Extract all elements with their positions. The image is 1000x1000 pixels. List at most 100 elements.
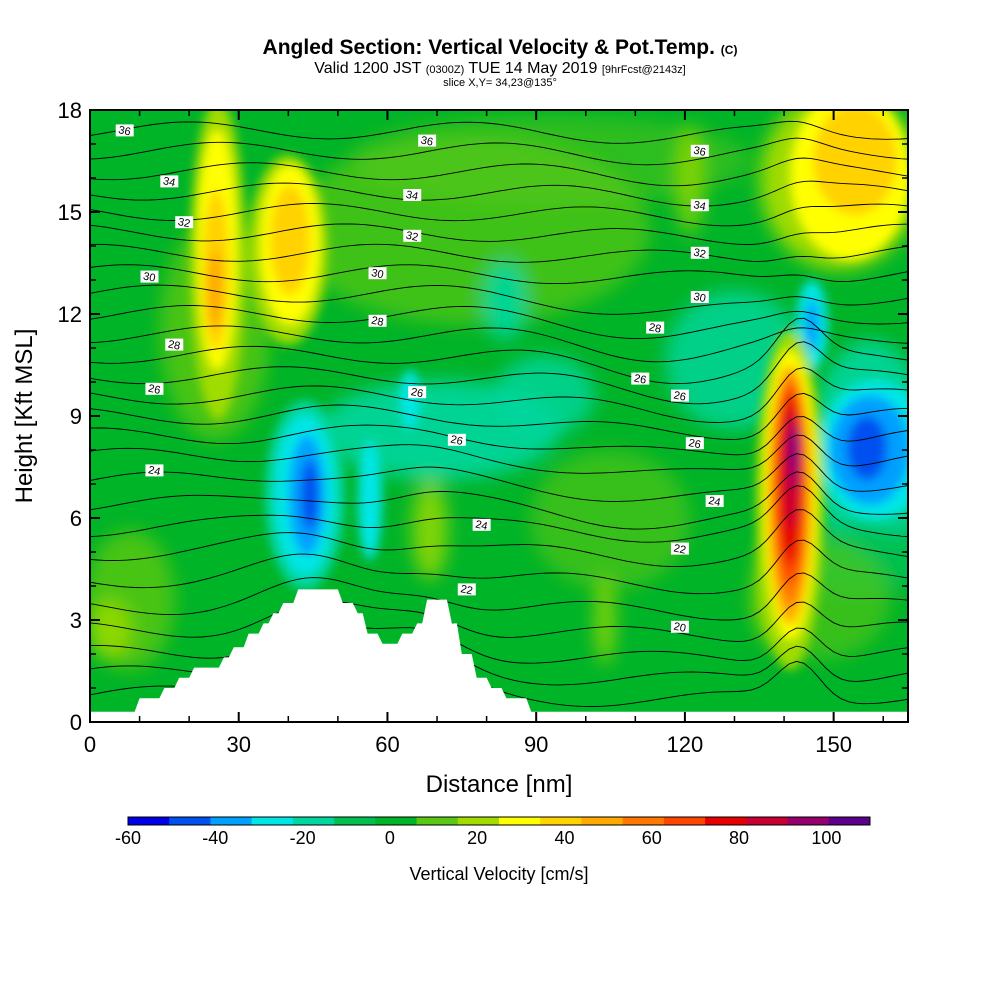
isentrope-label: 30 [370,267,384,281]
colorbar-swatch [416,817,459,825]
colorbar-swatch [828,817,871,825]
isentrope-label-box [115,124,134,137]
isentrope-label: 34 [692,199,706,213]
isentrope-label-box [690,246,709,259]
colorbar-tick-label: 80 [729,828,749,848]
colorbar-tick-label: 40 [554,828,574,848]
isentrope-label: 22 [673,542,687,556]
colorbar-swatch [663,817,706,825]
y-tick-label: 18 [58,98,82,123]
isentrope [90,392,908,440]
colorbar-tick-label: 100 [811,828,841,848]
isentrope-label-box [670,389,689,402]
isentrope-label: 26 [449,434,463,448]
isentrope [90,572,908,621]
isentrope [90,264,908,285]
isentrope-label: 28 [648,321,662,335]
isentrope-label-box [160,175,179,188]
isentrope [90,485,908,543]
isentrope [90,317,908,385]
isentrope-label-box [457,583,476,596]
isentrope-label: 26 [687,437,701,451]
isentrope-label-box [368,267,387,280]
colorbar-tick-label: -40 [202,828,228,848]
isentrope-label: 34 [405,189,419,203]
colorbar-swatch [499,817,541,825]
isentrope [90,453,908,502]
isentrope-label-box [175,216,194,229]
colorbar-swatch [705,817,747,825]
colorbar-swatch [375,817,418,825]
y-tick-label: 9 [70,404,82,429]
isentrope-label-box [631,372,650,385]
isentrope [90,509,908,568]
isentrope-label-box [418,134,437,147]
x-tick-label: 60 [375,732,399,757]
y-tick-label: 15 [58,200,82,225]
isentrope [90,416,908,456]
isentrope-label: 24 [147,464,161,478]
isentrope [90,305,908,340]
field-features [190,110,908,670]
isentrope-label: 26 [673,389,687,403]
isentrope [90,539,908,595]
isentrope [90,471,908,530]
x-tick-label: 150 [815,732,852,757]
isentrope-label: 36 [692,145,706,159]
isentrope-label-box [690,199,709,212]
colorbar-swatch [251,817,294,825]
isentrope-label-box [145,464,164,477]
isentrope [90,157,908,187]
isentrope-label-box [403,189,422,201]
isentrope-label: 26 [147,383,161,397]
colorbar-swatch [746,817,789,825]
isentrope-label: 20 [673,621,687,635]
isentrope-lines [90,120,908,707]
x-axis-label: Distance [nm] [426,771,573,798]
isentrope-label: 32 [692,247,706,261]
isentrope-label-box [705,495,724,507]
colorbar: -60 -40 -20 0 20 40 60 80 100 [115,816,871,848]
x-tick-label: 30 [226,732,250,757]
isentrope-label: 30 [692,291,706,305]
isentrope-label: 28 [370,315,384,329]
isentrope-label: 26 [633,372,647,386]
y-axis-label: Height [Kft MSL] [11,329,38,504]
y-tick-label: 0 [70,710,82,735]
isentrope [90,325,908,363]
colorbar-swatch [128,817,170,825]
chart-title: Angled Section: Vertical Velocity & Pot.… [262,36,738,59]
isentrope-label: 24 [474,519,488,533]
isentrope [90,223,908,245]
isentrope [90,137,908,166]
colorbar-tick-label: -60 [115,828,141,848]
isentrope-label-box [140,270,159,283]
slice-info: slice X,Y= 34,23@135° [443,77,557,89]
x-tick-label: 120 [667,732,704,757]
isentrope-label: 36 [117,124,131,138]
isentrope-label-box [368,314,387,327]
title-block: Angled Section: Vertical Velocity & Pot.… [0,36,1000,89]
colorbar-outline [127,816,871,826]
isentrope [90,243,908,263]
isentrope-label: 34 [162,175,176,189]
chart-subtitle: Valid 1200 JST (0300Z) TUE 14 May 2019 [… [314,60,686,77]
isentrope-label-box [646,321,665,334]
colorbar-swatch [334,817,376,825]
isentrope-label-box [670,542,689,555]
colorbar-tick-label: 20 [467,828,487,848]
colorbar-swatch [292,817,335,825]
colorbar-tick-label: -20 [290,828,316,848]
isentrope-label-box [145,382,164,395]
isentrope-label: 26 [410,386,424,400]
isentrope-label: 24 [707,495,721,509]
isentrope [90,434,908,474]
y-tick-label: 3 [70,608,82,633]
isentrope [90,203,908,227]
isentrope-label: 32 [177,216,191,230]
isentrope [90,120,908,144]
colorbar-tick-label: 0 [385,828,395,848]
isentrope-label: 28 [167,338,181,352]
isentrope-label: 22 [459,583,473,597]
